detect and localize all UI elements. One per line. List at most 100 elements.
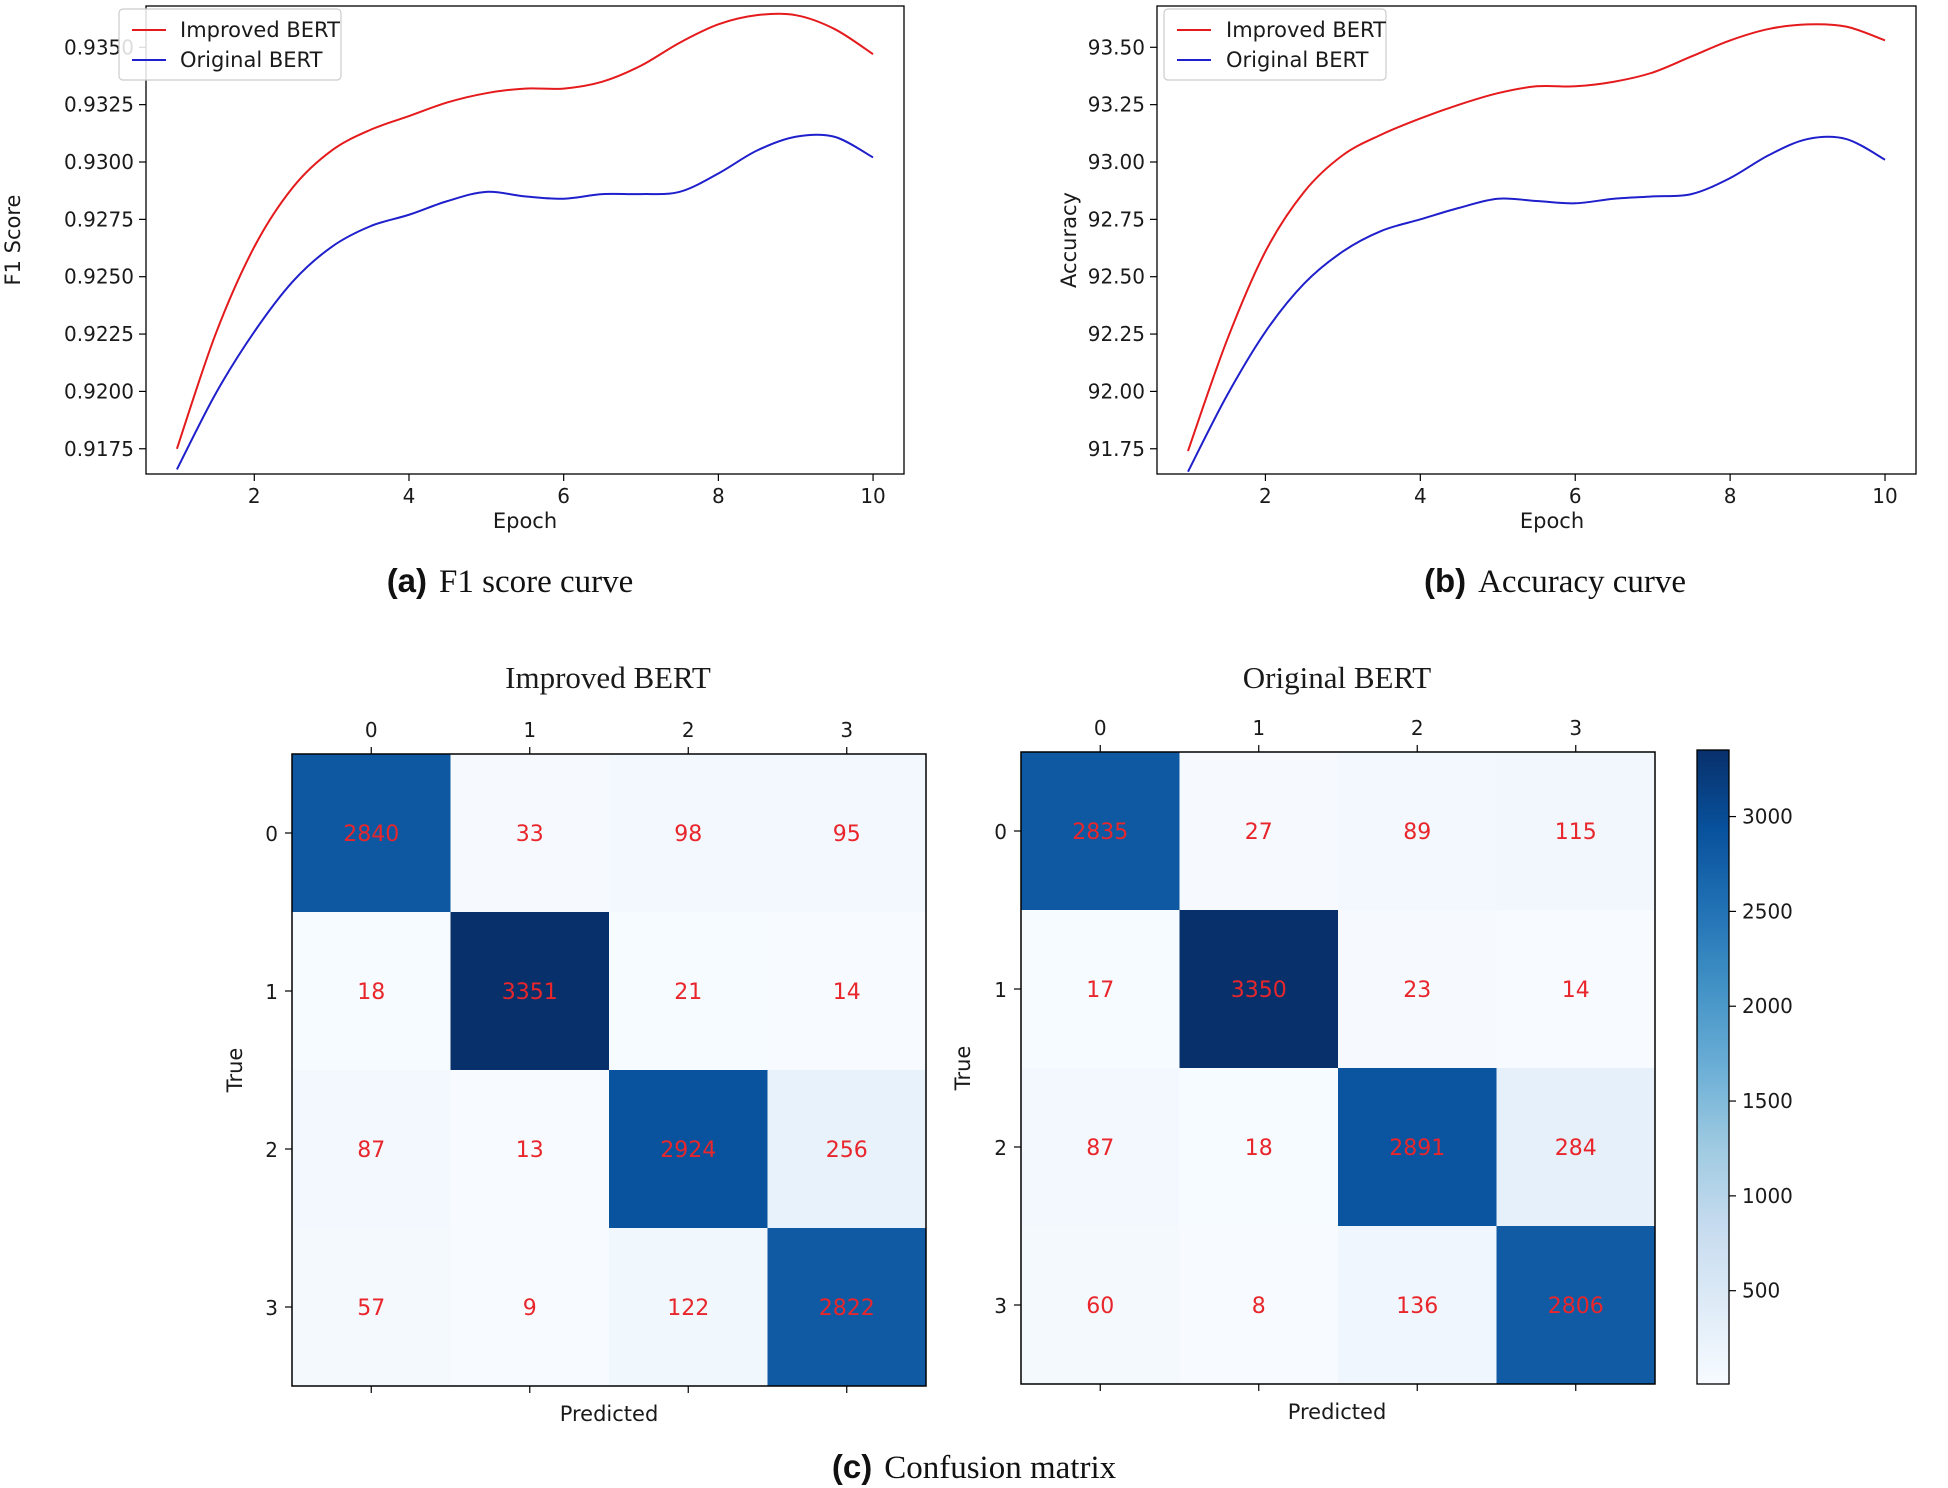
acc-y-tick-label: 91.75 xyxy=(1088,437,1145,461)
cm-original-x-tick-label: 3 xyxy=(1569,716,1582,740)
acc-caption-label: (b) xyxy=(1424,562,1466,599)
cm-improved-cell xyxy=(767,912,927,1071)
f1-x-tick-label: 6 xyxy=(557,484,570,508)
colorbar-ticks: 500 1000 1500 2000 2500 3000 xyxy=(1729,805,1793,1303)
acc-y-tick-label: 93.50 xyxy=(1088,35,1145,59)
f1-plot-frame xyxy=(145,5,905,475)
cm-original-cell xyxy=(1496,1226,1656,1385)
acc-legend-label-original: Original BERT xyxy=(1226,48,1369,72)
f1-x-tick-label: 2 xyxy=(248,484,261,508)
cm-improved-cell-value: 2840 xyxy=(343,822,399,847)
figure-caption-c: (c) Confusion matrix xyxy=(832,1448,1117,1486)
f1-y-tick-label: 0.9175 xyxy=(64,437,134,461)
cm-original-cell xyxy=(1021,1226,1180,1385)
cm-improved-cell xyxy=(767,754,927,913)
cm-original-cell-value: 2891 xyxy=(1389,1136,1445,1161)
cm-original-cell-value: 89 xyxy=(1403,820,1431,845)
cm-improved-cell-value: 14 xyxy=(833,980,861,1005)
f1-caption: (a) F1 score curve xyxy=(387,562,634,600)
cm-improved-cell xyxy=(450,912,610,1071)
cm-improved-cell xyxy=(609,912,768,1071)
cm-improved-ticks: 0 1 2 3 0 1 2 3 xyxy=(265,718,853,1393)
cm-original-frame xyxy=(1020,751,1656,1385)
f1-x-tick-label: 10 xyxy=(860,484,885,508)
colorbar-gradient xyxy=(1696,749,1730,1385)
colorbar-tick-label: 1000 xyxy=(1742,1184,1793,1208)
cm-original-cell-value: 27 xyxy=(1245,820,1273,845)
cm-improved-x-tick-label: 1 xyxy=(523,718,536,742)
cm-original-cell-value: 17 xyxy=(1086,978,1114,1003)
f1-caption-label: (a) xyxy=(387,562,427,599)
cm-improved-x-axis-label: Predicted xyxy=(560,1402,659,1426)
cm-original-cell xyxy=(1338,1068,1497,1227)
cm-improved-cell-value: 87 xyxy=(357,1138,385,1163)
cm-original-cell xyxy=(1496,910,1656,1069)
cm-original-cell-value: 2835 xyxy=(1072,820,1128,845)
cm-improved-cell xyxy=(767,1228,927,1387)
cm-improved-cell-value: 122 xyxy=(667,1296,709,1321)
cm-original-y-tick-label: 0 xyxy=(994,820,1007,844)
acc-legend-label-improved: Improved BERT xyxy=(1226,18,1386,42)
acc-y-tick-label: 93.00 xyxy=(1088,150,1145,174)
cm-original-cell xyxy=(1021,1068,1180,1227)
cm-original-cell xyxy=(1179,910,1339,1069)
cm-original-x-axis-label: Predicted xyxy=(1288,1400,1387,1424)
cm-original-cell-value: 18 xyxy=(1245,1136,1273,1161)
cm-improved-y-tick-label: 0 xyxy=(265,822,278,846)
cm-improved-cell-value: 2924 xyxy=(660,1138,716,1163)
colorbar-tick-label: 500 xyxy=(1742,1279,1780,1303)
cm-original-x-tick-label: 0 xyxy=(1094,716,1107,740)
cm-improved-cell xyxy=(292,912,451,1071)
f1-x-axis-label: Epoch xyxy=(493,509,557,533)
cm-caption-text: Confusion matrix xyxy=(884,1450,1116,1486)
cm-original-cell xyxy=(1179,1226,1339,1385)
acc-y-tick-label: 92.50 xyxy=(1088,265,1145,289)
cm-improved-frame xyxy=(291,753,927,1387)
acc-plot-frame xyxy=(1156,5,1917,475)
f1-line-original xyxy=(176,133,874,470)
acc-lines xyxy=(1187,23,1886,473)
cm-improved-cell-value: 57 xyxy=(357,1296,385,1321)
colorbar-tick-label: 3000 xyxy=(1742,805,1793,829)
acc-caption-text: Accuracy curve xyxy=(1478,564,1686,600)
cm-improved-cell xyxy=(767,1070,927,1229)
cm-improved-y-tick-label: 3 xyxy=(265,1296,278,1320)
acc-y-tick-label: 92.25 xyxy=(1088,322,1145,346)
cm-original-cell-value: 8 xyxy=(1252,1294,1266,1319)
colorbar-tick-label: 2000 xyxy=(1742,994,1793,1018)
cm-original-cell-value: 87 xyxy=(1086,1136,1114,1161)
cm-original-cell-value: 60 xyxy=(1086,1294,1114,1319)
f1-line-improved xyxy=(175,12,874,450)
acc-line-improved xyxy=(1187,23,1886,452)
cm-improved-y-axis-label: True xyxy=(223,1048,247,1094)
acc-y-tick-label: 93.25 xyxy=(1088,93,1145,117)
cm-improved-cell-value: 95 xyxy=(833,822,861,847)
cm-improved-title: Improved BERT xyxy=(505,660,711,695)
f1-y-tick-label: 0.9200 xyxy=(64,379,134,403)
acc-x-axis-label: Epoch xyxy=(1520,509,1584,533)
cm-improved-cell xyxy=(450,1070,610,1229)
cm-improved-cell-value: 2822 xyxy=(819,1296,875,1321)
cm-original-cell-value: 136 xyxy=(1396,1294,1438,1319)
f1-y-tick-label: 0.9225 xyxy=(64,322,134,346)
f1-y-axis-label: F1 Score xyxy=(1,195,25,286)
f1-lines xyxy=(175,12,874,470)
cm-improved-cell-value: 3351 xyxy=(502,980,558,1005)
acc-y-tick-label: 92.75 xyxy=(1088,207,1145,231)
f1-x-tick-label: 4 xyxy=(403,484,416,508)
colorbar-tick-label: 2500 xyxy=(1742,899,1793,923)
cm-improved-cell-value: 33 xyxy=(516,822,544,847)
colorbar-tick-label: 1500 xyxy=(1742,1089,1793,1113)
cm-improved-cell xyxy=(292,1228,451,1387)
cm-original-cell xyxy=(1021,910,1180,1069)
cm-improved-cell xyxy=(450,754,610,913)
f1-legend-label-improved: Improved BERT xyxy=(180,18,340,42)
f1-x-tick-label: 8 xyxy=(712,484,725,508)
f1-legend-label-original: Original BERT xyxy=(180,48,323,72)
f1-legend-box xyxy=(118,8,342,81)
cm-original-cell xyxy=(1338,910,1497,1069)
cm-original-cell-value: 23 xyxy=(1403,978,1431,1003)
acc-x-tick-label: 6 xyxy=(1569,484,1582,508)
accuracy-chart: 2 4 6 8 10 91.75 92.00 92.25 92.50 92.75 93.00 93.2… xyxy=(1057,5,1917,600)
